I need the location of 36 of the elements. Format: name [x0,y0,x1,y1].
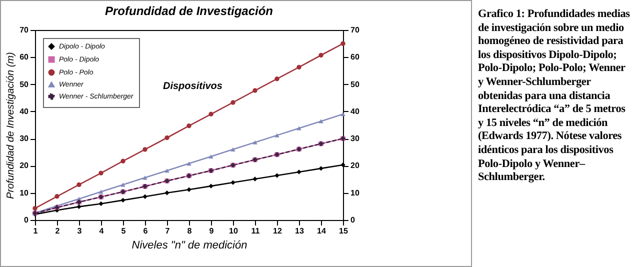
y2-tick-label: 40 [350,106,360,116]
chart-title: Profundidad de Investigación [104,4,274,18]
x-tick-label: 1 [33,226,38,236]
x-tick-label: 4 [99,226,104,236]
x-tick-label: 12 [273,226,282,236]
x-tick-label: 14 [317,226,326,236]
text: Grafico 1: Profundidades medias de investigación sobre un medio homogéneo de resistividad para los dispositivos Dipolo-Dipolo; Polo-Dipolo; Polo-Polo; Wenner y Wenner-Schlumberger obtenidas para una distancia Interelectródica “a” de 5 metros y 15 niveles “n” de medición (Edwards 1977). Nótese valores idénticos para los dispositivos Polo-Dipolo y Wenner–Schlumberger. [478,8,630,184]
x-tick-label: 3 [77,226,82,236]
x-tick-label: 11 [251,226,260,236]
y-tick-label: 10 [20,188,30,198]
x-tick-label: 10 [229,226,238,236]
x-axis-title: Niveles "n" de medición [132,240,248,252]
annotation: Dispositivos [163,81,223,92]
x-tick-label: 2 [55,226,60,236]
x-tick-label: 5 [121,226,126,236]
y-tick-label: 70 [20,26,30,34]
y-tick-label: 50 [20,80,30,89]
y-tick-label: 60 [20,52,30,62]
y2-tick-label: 0 [350,216,356,224]
y-tick-label: 20 [20,161,30,170]
y2-tick-label: 60 [350,52,360,62]
y-tick-label: 40 [20,106,30,116]
x-tick-label: 6 [143,226,148,236]
y-axis-title: Profundidad de Investigación (m) [6,52,17,199]
y-tick-label: 30 [20,134,30,144]
x-tick-label: 8 [187,226,192,236]
x-tick-label: 15 [339,226,348,236]
x-tick-label: 7 [165,226,170,236]
x-tick-label: 13 [295,226,304,236]
y-tick-label: 0 [24,216,30,224]
y2-tick-label: 10 [350,188,360,198]
x-tick-label: 9 [209,226,214,236]
y2-tick-label: 70 [350,26,360,34]
y2-tick-label: 30 [350,134,360,144]
y2-tick-label: 50 [350,80,360,89]
y2-tick-label: 20 [350,161,360,170]
